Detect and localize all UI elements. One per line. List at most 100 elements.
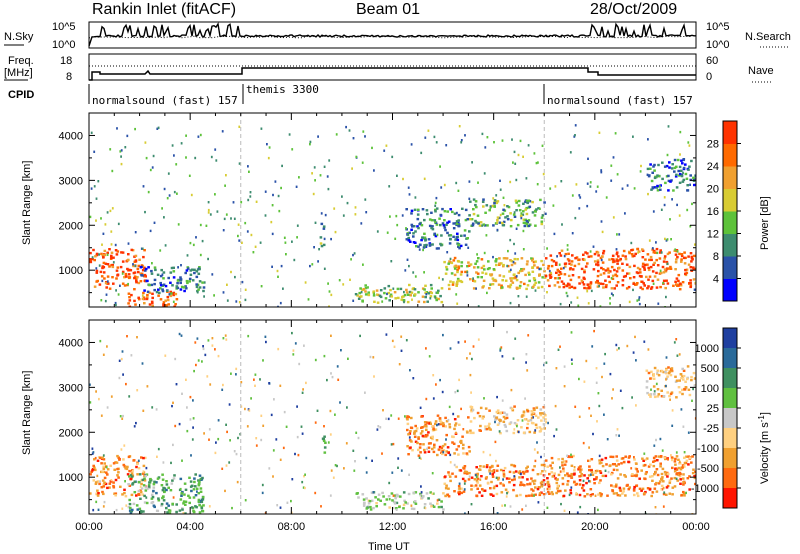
range-cell: [631, 473, 634, 476]
range-cell: [140, 264, 144, 267]
range-cell: [657, 455, 661, 458]
range-cell: [508, 470, 512, 474]
range-cell: [207, 211, 210, 214]
range-cell: [632, 276, 636, 279]
range-cell: [427, 442, 431, 445]
range-cell: [685, 177, 689, 180]
range-cell: [498, 221, 502, 224]
range-cell: [561, 461, 564, 464]
range-cell: [571, 254, 574, 257]
range-cell: [473, 478, 477, 481]
range-cell: [525, 287, 528, 291]
range-cell: [414, 230, 417, 233]
range-cell: [550, 467, 554, 470]
range-cell: [391, 339, 394, 343]
range-cell: [622, 275, 626, 278]
range-cell: [444, 425, 447, 428]
range-cell: [173, 154, 175, 157]
range-cell: [609, 302, 611, 305]
range-cell: [413, 288, 417, 291]
range-cell: [341, 195, 343, 198]
range-cell: [604, 469, 607, 472]
colorbar-tick-label: -25: [703, 423, 719, 435]
range-cell: [369, 508, 373, 511]
range-cell: [508, 477, 511, 480]
range-cell: [674, 248, 677, 251]
range-cell: [510, 407, 514, 410]
range-cell: [594, 281, 598, 284]
range-cell: [655, 186, 659, 189]
range-cell: [686, 477, 690, 480]
range-cell: [540, 419, 543, 422]
range-cell: [533, 283, 536, 287]
range-cell: [109, 464, 112, 467]
range-cell: [96, 494, 100, 497]
range-cell: [434, 428, 438, 431]
range-cell: [128, 305, 132, 307]
colorbar-segment: [723, 278, 737, 302]
range-cell: [573, 469, 576, 472]
range-cell: [465, 470, 469, 474]
range-cell: [650, 188, 653, 191]
range-cell: [525, 177, 528, 180]
range-cell: [441, 444, 445, 448]
range-cell: [511, 478, 514, 482]
range-cell: [630, 467, 633, 470]
range-cell: [195, 285, 199, 289]
range-cell: [200, 477, 203, 480]
range-cell: [436, 414, 440, 417]
range-cell: [544, 257, 548, 260]
range-cell: [664, 370, 667, 374]
range-cell: [124, 480, 126, 483]
range-cell: [494, 222, 498, 225]
range-cell: [112, 481, 115, 484]
range-cell: [434, 234, 438, 238]
range-cell: [660, 478, 664, 481]
range-cell: [656, 184, 659, 188]
range-cell: [356, 294, 359, 297]
range-cell: [548, 472, 551, 476]
range-cell: [394, 237, 397, 240]
noise-left-tick-top: 10^5: [52, 21, 76, 33]
noise-panel: N.Sky 10^5 10^0 10^5 10^0 N.Search: [4, 21, 791, 51]
range-cell: [457, 265, 460, 268]
range-cell: [463, 479, 467, 483]
range-cell: [102, 353, 105, 356]
range-cell: [667, 458, 669, 461]
range-cell: [359, 287, 362, 290]
range-cell: [600, 461, 603, 464]
range-cell: [664, 181, 667, 185]
range-cell: [362, 288, 366, 291]
range-cell: [238, 301, 241, 304]
range-cell: [422, 248, 424, 252]
range-cell: [181, 508, 184, 511]
range-cell: [666, 252, 670, 256]
range-cell: [556, 490, 560, 493]
range-cell: [658, 257, 662, 260]
range-cell: [583, 277, 586, 281]
range-cell: [139, 266, 143, 269]
range-cell: [382, 409, 384, 412]
range-cell: [181, 490, 184, 494]
range-cell: [570, 301, 573, 304]
range-cell: [111, 263, 114, 267]
noise-left-label: N.Sky: [4, 31, 34, 43]
range-cell: [645, 380, 649, 383]
range-cell: [481, 132, 484, 136]
range-cell: [96, 480, 100, 483]
range-cell: [519, 214, 523, 218]
range-cell: [648, 239, 651, 242]
colorbar-tick-label: 25: [707, 403, 719, 415]
range-cell: [533, 264, 536, 267]
range-cell: [680, 494, 683, 497]
range-cell: [429, 295, 433, 298]
range-cell: [340, 349, 342, 352]
range-cell: [121, 270, 125, 274]
range-cell: [432, 505, 436, 508]
range-cell: [426, 212, 429, 216]
range-cell: [112, 256, 115, 259]
range-cell: [122, 458, 125, 461]
range-cell: [545, 421, 547, 424]
range-cell: [166, 295, 170, 299]
range-cell: [288, 133, 291, 136]
